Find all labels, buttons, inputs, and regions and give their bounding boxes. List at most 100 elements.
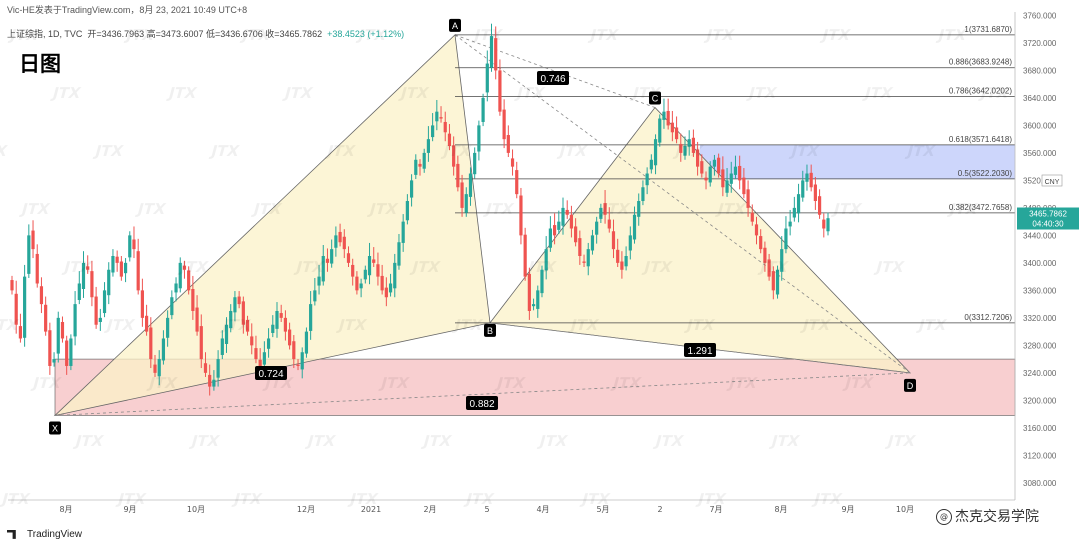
watermark: JTX	[123, 26, 156, 44]
watermark: JTX	[135, 200, 168, 218]
candle-body	[683, 146, 687, 156]
y-tick-label: 3600.000	[1023, 121, 1057, 130]
candle-body	[796, 194, 801, 214]
candle-body	[468, 173, 473, 197]
candle-body	[569, 214, 574, 229]
watermark: JTX	[7, 26, 40, 44]
candle-body	[216, 359, 220, 378]
candle-body	[443, 121, 447, 133]
candle-body	[237, 296, 241, 305]
candle-body	[346, 253, 351, 263]
candle-body	[258, 359, 262, 366]
y-tick-label: 3400.000	[1023, 259, 1057, 268]
candle-body	[367, 256, 372, 276]
watermark: JTX	[599, 200, 632, 218]
watermark: JTX	[452, 316, 485, 334]
candle-body	[31, 230, 35, 250]
candle-body	[742, 177, 746, 195]
watermark: JTX	[788, 142, 821, 160]
candle-body	[317, 276, 321, 286]
candle-body	[245, 319, 250, 332]
candle-body	[510, 158, 515, 167]
candle-body	[376, 264, 380, 277]
candle-body	[212, 379, 216, 387]
watermark: JTX	[831, 200, 864, 218]
candle-body	[784, 228, 788, 250]
candle-body	[203, 363, 208, 373]
candle-body	[351, 264, 355, 277]
candle-body	[296, 364, 300, 366]
watermark: JTX	[916, 316, 949, 334]
watermark: JTX	[842, 374, 875, 392]
watermark: JTX	[409, 258, 442, 276]
watermark: JTX	[672, 142, 705, 160]
candle-body	[132, 239, 136, 250]
candle-body	[531, 304, 536, 307]
candle-body	[590, 235, 595, 251]
currency-label: CNY	[1045, 179, 1060, 186]
candle-body	[401, 221, 405, 243]
fib-label-6: 0(3312.7206)	[964, 313, 1012, 322]
candle-body	[489, 36, 494, 68]
fib-label-5: 0.382(3472.7658)	[949, 203, 1013, 212]
candle-body	[23, 276, 27, 338]
candle-body	[771, 271, 775, 291]
tradingview-logo[interactable]: TradingView	[7, 529, 82, 540]
candle-body	[687, 139, 691, 147]
bar-countdown: 04:40:30	[1032, 220, 1064, 229]
candle-body	[565, 209, 569, 215]
candle-body	[77, 283, 81, 300]
watermark: JTX	[251, 200, 284, 218]
candle-body	[325, 258, 330, 263]
candle-body	[191, 288, 195, 311]
watermark: JTX	[536, 432, 569, 450]
watermark: JTX	[19, 200, 52, 218]
point-label: X	[52, 423, 58, 433]
candle-body	[595, 221, 599, 235]
candle-body	[809, 172, 813, 188]
candle-body	[721, 169, 725, 188]
watermark: JTX	[61, 258, 94, 276]
ratio-label: 0.882	[469, 399, 494, 410]
ratio-line-ad	[454, 34, 911, 374]
candle-body	[178, 262, 182, 289]
x-tick-label: 9月	[123, 505, 136, 514]
ratio-label: 0.724	[258, 369, 283, 380]
currency-badge	[1041, 174, 1063, 187]
candle-body	[233, 297, 237, 313]
candle-body	[14, 293, 18, 325]
candle-body	[616, 249, 620, 263]
watermark: JTX	[30, 374, 63, 392]
candle-body	[637, 201, 641, 217]
watermark: JTX	[398, 84, 431, 102]
candle-body	[48, 330, 52, 366]
candle-body	[746, 189, 750, 208]
candle-body	[149, 327, 153, 360]
watermark: JTX	[72, 432, 105, 450]
x-tick-label: 10月	[187, 505, 205, 514]
fib-label-4: 0.5(3522.2030)	[958, 169, 1013, 178]
candle-body	[477, 125, 481, 152]
watermark: JTX	[0, 142, 9, 160]
point-box-C	[649, 91, 661, 105]
point-box-B	[484, 323, 496, 337]
watermark: JTX	[324, 142, 357, 160]
x-tick-label: 5	[484, 505, 489, 514]
y-tick-label: 3200.000	[1023, 396, 1057, 405]
candle-body	[254, 348, 258, 360]
y-tick-label: 3120.000	[1023, 451, 1057, 460]
watermark: JTX	[610, 374, 643, 392]
watermark: JTX	[757, 258, 790, 276]
x-tick-label: 7月	[709, 505, 722, 514]
change-value: +38.4523 (+1.12%)	[327, 29, 405, 39]
candle-body	[708, 166, 712, 183]
candle-body	[712, 159, 717, 167]
watermark: JTX	[978, 84, 1011, 102]
y-tick-label: 3320.000	[1023, 314, 1057, 323]
candle-body	[266, 338, 271, 349]
candle-body	[60, 321, 65, 339]
candle-body	[409, 180, 414, 198]
candle-body	[733, 166, 738, 175]
ohlc-values: 开=3436.7963 高=3473.6007 低=3436.6706 收=34…	[87, 29, 323, 39]
